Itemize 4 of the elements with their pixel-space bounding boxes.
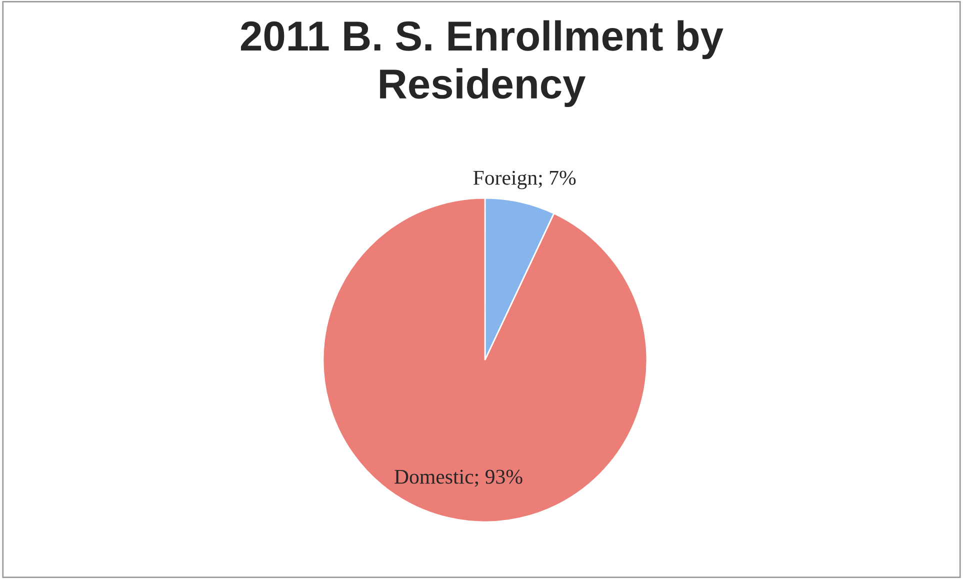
slice-label: Domestic; 93% [394, 470, 522, 487]
slice-label: Foreign; 7% [473, 170, 576, 190]
pie-slice [322, 197, 648, 523]
chart-title: 2011 B. S. Enrollment by Residency [240, 20, 724, 108]
